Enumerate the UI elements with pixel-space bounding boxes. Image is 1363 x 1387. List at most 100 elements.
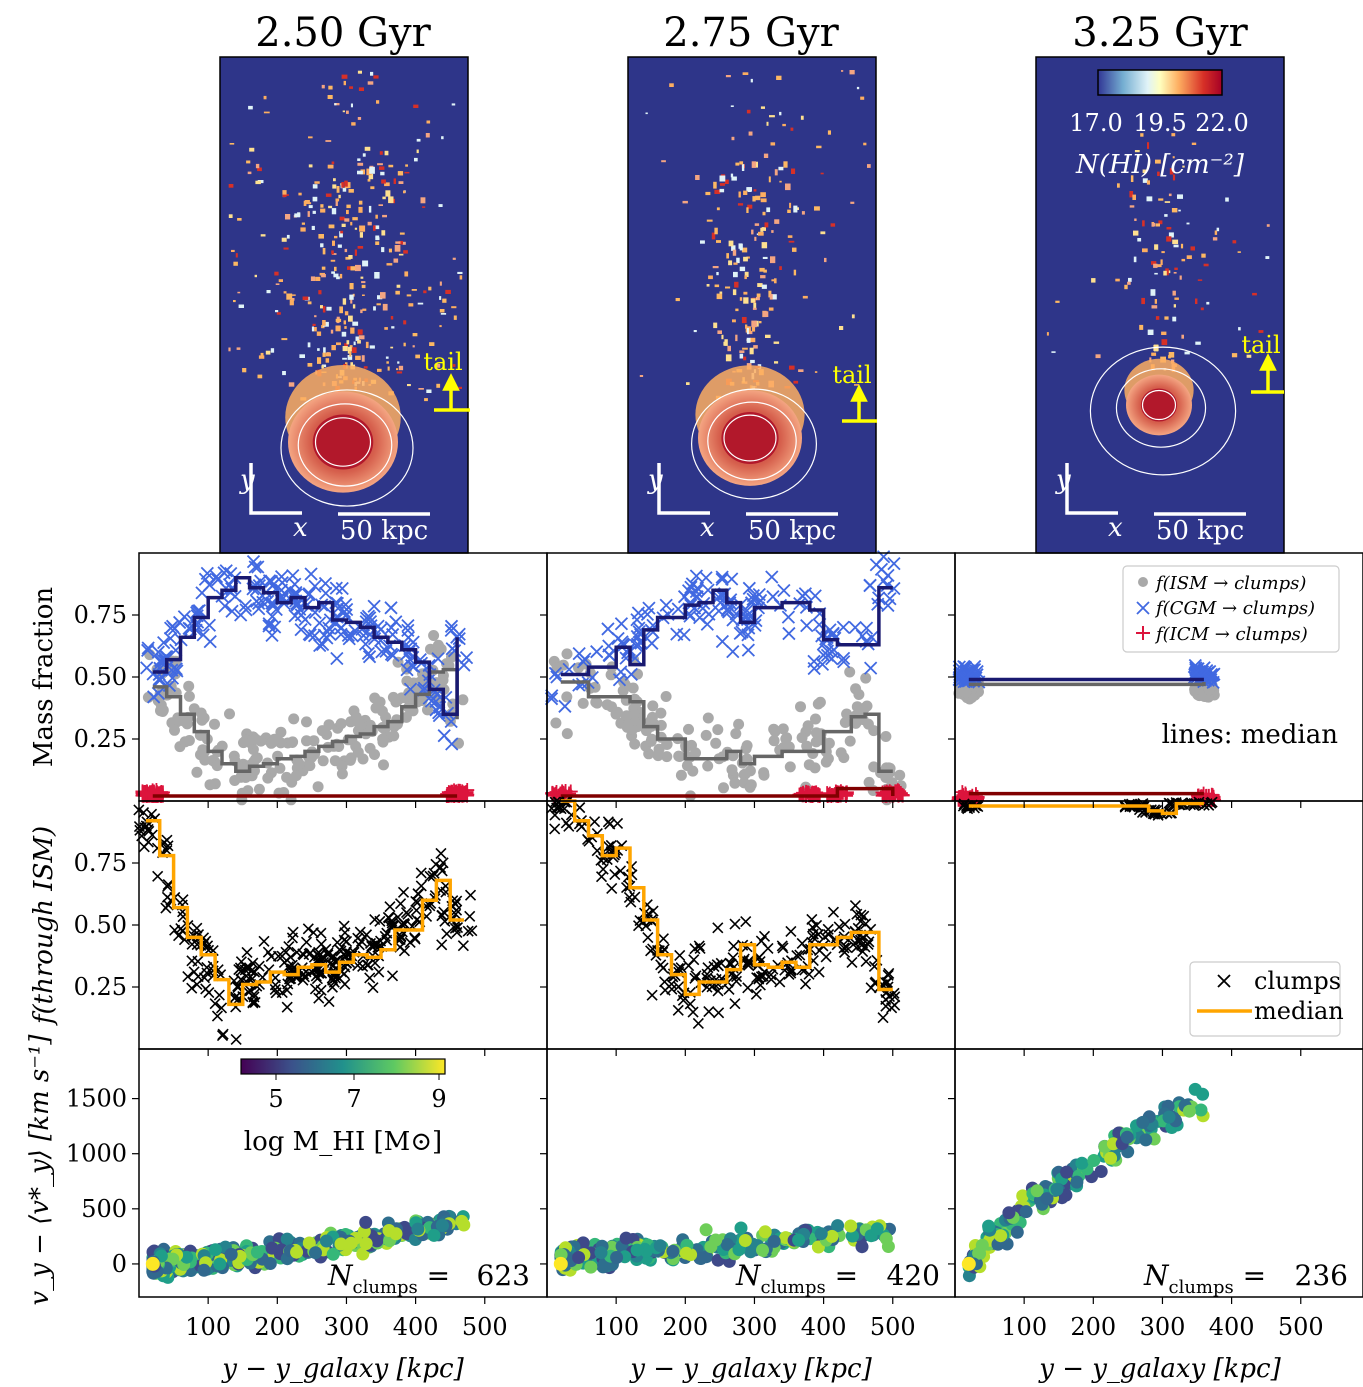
- velocity-point: [436, 1219, 449, 1233]
- clump-point: [216, 1029, 229, 1042]
- tail-gas: [347, 346, 352, 354]
- gas-speck: [254, 274, 257, 278]
- gas-speck: [417, 302, 424, 305]
- clump-point: [813, 966, 825, 978]
- clump-point: [436, 910, 448, 922]
- cgm-point: [249, 582, 264, 597]
- tail-gas: [733, 271, 738, 278]
- velocity-point: [166, 1252, 180, 1266]
- gas-speck: [286, 234, 290, 239]
- map-panel-3: 3.25 Gyr 17.0 19.5 22.0 N(HI) [cm⁻²] tai…: [1035, 10, 1285, 554]
- tail-gas: [769, 294, 773, 300]
- tail-gas: [336, 342, 341, 346]
- tail-gas: [377, 368, 382, 372]
- clump-point: [563, 820, 575, 832]
- tail-gas: [732, 319, 736, 323]
- gas-speck: [850, 201, 855, 204]
- tail-gas: [358, 200, 363, 205]
- ism-point: [712, 724, 724, 736]
- tail-gas: [360, 309, 363, 314]
- nclumps-2: Nclumps = 420: [735, 1259, 940, 1298]
- tail-gas: [303, 200, 307, 206]
- gas-speck: [429, 342, 435, 346]
- gas-speck: [362, 294, 365, 296]
- clump-point: [213, 989, 225, 1001]
- tail-gas: [713, 181, 717, 189]
- cgm-point: [374, 622, 388, 637]
- gas-speck: [706, 219, 713, 222]
- gas-speck: [1237, 251, 1241, 253]
- gas-speck: [242, 368, 247, 373]
- gas-speck: [719, 183, 726, 186]
- gas-speck: [827, 130, 831, 135]
- tail-gas: [342, 346, 348, 352]
- tail-gas: [325, 352, 331, 357]
- clump-point: [355, 935, 368, 947]
- density-contour: [707, 401, 797, 481]
- legend-cgm-marker: [1136, 601, 1150, 615]
- legend-clumps-label: clumps: [1254, 967, 1341, 995]
- tail-gas: [366, 168, 372, 176]
- velocity-point: [720, 1238, 734, 1251]
- gas-speck: [361, 281, 366, 284]
- clump-point: [812, 928, 824, 941]
- tail-gas: [339, 306, 343, 314]
- ism-point: [617, 685, 629, 697]
- clump-point: [877, 1012, 889, 1024]
- gas-speck: [376, 100, 380, 104]
- ism-point: [304, 760, 316, 772]
- nclumps-value-3: 236: [1295, 1259, 1348, 1292]
- cgm-point: [614, 617, 629, 631]
- clump-point: [549, 823, 561, 835]
- ism-point: [860, 672, 872, 684]
- cgm-point: [170, 664, 184, 678]
- gas-speck: [1173, 244, 1179, 248]
- tail-gas: [318, 234, 324, 239]
- gas-speck: [386, 263, 393, 266]
- gas-speck: [362, 153, 366, 157]
- map-features-3: [1046, 133, 1270, 476]
- tail-gas: [739, 266, 746, 272]
- tail-gas: [1172, 156, 1175, 159]
- ism-point: [784, 761, 796, 773]
- ism-point: [561, 648, 573, 660]
- clump-point: [314, 967, 326, 979]
- tail-gas: [731, 245, 736, 251]
- gas-speck: [334, 266, 337, 272]
- clump-point: [331, 936, 343, 949]
- gas-speck: [770, 142, 776, 146]
- tail-gas: [724, 339, 728, 346]
- x-tick-label: 400: [393, 1313, 439, 1341]
- density-contour: [1115, 368, 1207, 448]
- velocity-point: [250, 1245, 264, 1259]
- tail-gas: [695, 175, 700, 180]
- velocity-point: [734, 1221, 748, 1235]
- ism-point: [229, 775, 241, 786]
- clump-point: [677, 994, 689, 1006]
- ism-point: [240, 771, 251, 783]
- ism-point: [894, 769, 906, 781]
- cgm-point: [165, 671, 180, 685]
- x-tick-label: 300: [324, 1313, 370, 1341]
- tail-gas: [393, 178, 396, 184]
- gas-speck: [746, 256, 750, 259]
- tail-gas: [318, 290, 322, 295]
- clump-point: [549, 796, 561, 808]
- clump-point: [315, 984, 327, 996]
- tail-gas: [751, 326, 756, 332]
- gas-speck: [395, 290, 400, 295]
- tail-gas: [747, 187, 752, 192]
- density-contour: [1141, 389, 1177, 421]
- tail-gas: [367, 179, 371, 182]
- ism-point: [457, 694, 469, 706]
- tail-gas: [761, 242, 768, 249]
- gas-speck: [290, 298, 295, 301]
- clump-point: [674, 949, 686, 962]
- clump-point: [794, 949, 806, 961]
- cgm-point: [459, 650, 474, 665]
- clump-point: [362, 959, 374, 971]
- ism-point: [861, 700, 873, 712]
- velocity-point: [411, 1222, 425, 1236]
- cgm-point: [239, 603, 253, 617]
- velocity-point: [738, 1234, 752, 1247]
